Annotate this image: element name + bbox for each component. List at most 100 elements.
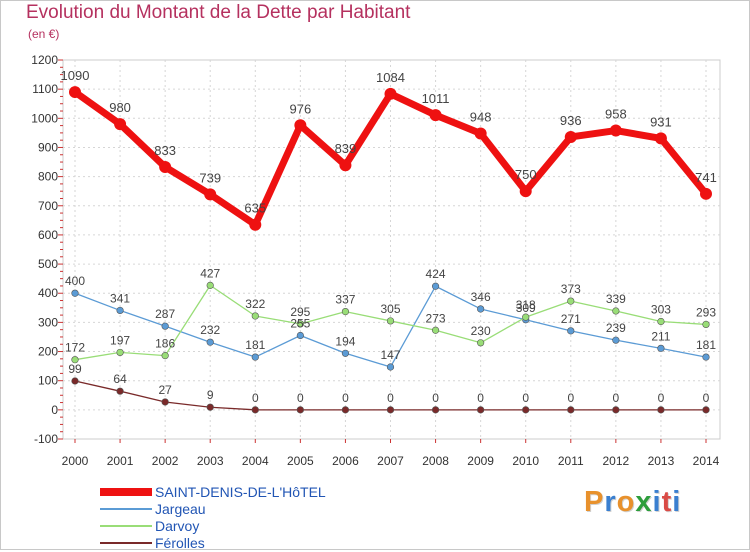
data-label: 936 xyxy=(560,113,582,128)
data-point xyxy=(341,307,350,316)
data-label: 0 xyxy=(567,391,574,405)
data-label: 750 xyxy=(515,167,537,182)
data-point xyxy=(251,406,259,414)
data-point xyxy=(522,406,530,414)
series-3 xyxy=(71,377,710,414)
y-tick-label: 1000 xyxy=(31,111,58,125)
data-point xyxy=(612,307,620,315)
legend-label: SAINT-DENIS-DE-L'HôTEL xyxy=(155,484,326,500)
x-tick-label: 2010 xyxy=(512,454,539,468)
data-label: 1011 xyxy=(422,91,450,106)
data-label: 186 xyxy=(155,337,175,351)
data-point xyxy=(700,187,712,200)
data-point xyxy=(429,109,442,122)
legend-label: Jargeau xyxy=(155,501,206,517)
x-tick-label: 2011 xyxy=(558,454,584,468)
data-point xyxy=(474,127,487,140)
data-point xyxy=(567,406,575,414)
x-tick-label: 2007 xyxy=(377,454,404,468)
data-point xyxy=(116,387,124,395)
data-label: 1084 xyxy=(376,70,405,85)
data-point xyxy=(431,282,440,290)
data-label: 293 xyxy=(696,305,716,319)
axes: -100010020030040050060070080090010001100… xyxy=(31,53,719,468)
data-point xyxy=(657,317,665,326)
data-point xyxy=(567,297,575,305)
data-label: 0 xyxy=(342,391,349,405)
data-point xyxy=(477,339,485,347)
data-point xyxy=(386,406,395,414)
data-point xyxy=(161,352,169,360)
logo-letter: i xyxy=(672,486,682,518)
x-tick-label: 2002 xyxy=(152,454,179,468)
data-point xyxy=(612,406,620,414)
data-label: 0 xyxy=(252,391,259,405)
series-2 xyxy=(71,281,710,364)
x-tick-label: 2001 xyxy=(107,454,134,468)
y-tick-label: 500 xyxy=(38,257,58,271)
data-label: 305 xyxy=(380,302,400,316)
y-tick-label: 600 xyxy=(38,228,58,242)
data-point xyxy=(296,320,304,328)
data-label: 341 xyxy=(110,291,130,305)
data-point xyxy=(612,336,620,344)
data-label: 181 xyxy=(696,338,716,352)
data-label: 232 xyxy=(200,323,220,337)
data-label: 373 xyxy=(561,282,581,296)
data-label: 197 xyxy=(110,333,130,347)
data-label: 948 xyxy=(470,109,492,124)
x-tick-label: 2008 xyxy=(422,454,449,468)
data-label: 303 xyxy=(651,303,671,317)
data-point xyxy=(251,353,259,361)
legend-swatch xyxy=(100,542,152,544)
data-point xyxy=(249,218,262,231)
x-tick-label: 2000 xyxy=(62,454,89,468)
data-label: 172 xyxy=(65,341,85,355)
data-point xyxy=(116,348,124,357)
data-labels: 1090 980 833 739 635 976 839 1084 1011 948 750 936 9… xyxy=(61,68,717,405)
x-tick-label: 2004 xyxy=(242,454,269,468)
data-label: 64 xyxy=(113,372,127,386)
data-label: 839 xyxy=(335,141,357,156)
x-tick-label: 2005 xyxy=(287,454,314,468)
data-point xyxy=(296,331,304,340)
y-tick-label: 900 xyxy=(38,140,58,154)
data-label: 181 xyxy=(245,338,265,352)
data-label: 239 xyxy=(606,321,626,335)
x-tick-label: 2009 xyxy=(467,454,494,468)
data-label: 230 xyxy=(471,324,491,338)
data-point xyxy=(206,281,214,289)
x-tick-label: 2014 xyxy=(693,454,720,468)
data-label: 318 xyxy=(516,298,536,312)
data-point xyxy=(71,377,79,385)
data-label: 346 xyxy=(471,290,491,304)
data-label: 309 xyxy=(516,301,536,315)
data-label: 255 xyxy=(290,317,310,331)
data-point xyxy=(339,159,352,172)
data-label: 322 xyxy=(245,297,265,311)
data-point xyxy=(386,363,395,371)
gridlines xyxy=(63,60,720,439)
data-label: 0 xyxy=(297,391,304,405)
data-label: 0 xyxy=(703,391,710,405)
x-tick-label: 2012 xyxy=(603,454,630,468)
data-point xyxy=(71,356,79,364)
data-point xyxy=(657,344,665,352)
data-label: 0 xyxy=(432,391,439,405)
data-label: 0 xyxy=(658,391,665,405)
x-tick-label: 2013 xyxy=(648,454,675,468)
data-point xyxy=(654,132,667,145)
data-label: 295 xyxy=(290,305,310,319)
y-tick-label: 1100 xyxy=(32,82,58,96)
legend-label: Darvoy xyxy=(155,518,200,534)
data-point xyxy=(702,353,710,361)
logo-letter: o xyxy=(616,486,636,518)
x-tick-label: 2006 xyxy=(332,454,359,468)
data-point xyxy=(609,124,622,137)
data-point xyxy=(702,320,710,329)
data-point xyxy=(431,406,440,414)
data-point xyxy=(431,326,440,334)
data-point xyxy=(206,338,214,346)
data-label: 0 xyxy=(522,391,529,405)
data-label: 27 xyxy=(158,383,172,397)
